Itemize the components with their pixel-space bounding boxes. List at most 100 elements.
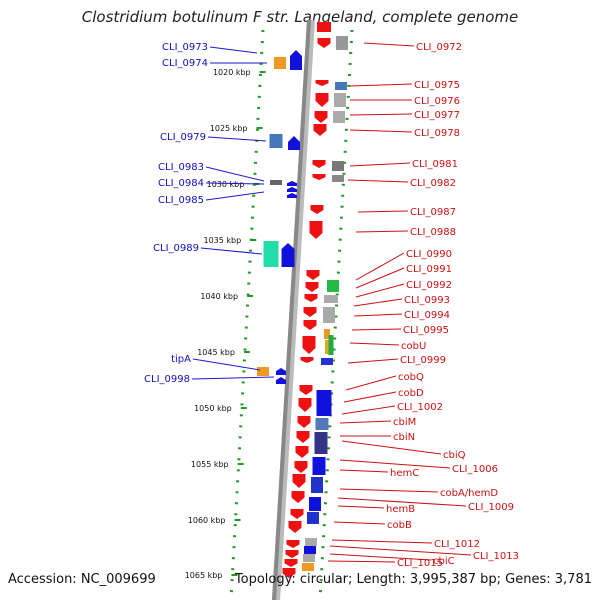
gene-label: CLI_0993 — [404, 295, 450, 306]
callout-line — [205, 191, 265, 201]
gene-label: cobB — [387, 520, 412, 531]
callout-line — [327, 560, 396, 563]
gene-feature — [290, 50, 302, 70]
gene-label: CLI_0978 — [414, 128, 460, 139]
gene-label: CLI_0977 — [414, 110, 460, 121]
gene-feature — [285, 550, 299, 558]
gene-feature — [295, 446, 309, 458]
tick-label: 1060 kbp — [188, 516, 226, 525]
gene-feature — [310, 205, 324, 214]
gene-feature — [296, 431, 310, 443]
gene-feature — [284, 559, 298, 567]
gene-feature — [332, 161, 344, 171]
gene-feature — [315, 418, 329, 430]
gene-label: CLI_0976 — [414, 96, 460, 107]
callout-line — [355, 283, 405, 298]
gene-label: CLI_0975 — [414, 80, 460, 91]
gene-label: CLI_0994 — [404, 310, 450, 321]
callout-line — [339, 469, 389, 473]
gene-feature — [324, 295, 338, 303]
gene-label: cobD — [398, 388, 424, 399]
gene-label: CLI_0989 — [153, 243, 199, 254]
gene-feature — [323, 307, 335, 323]
tick-label: 1035 kbp — [204, 236, 242, 245]
gene-feature — [303, 320, 317, 330]
gene-feature — [274, 57, 286, 69]
callout-line — [329, 545, 472, 556]
callout-line — [349, 83, 413, 87]
gene-feature — [334, 93, 346, 107]
genome-stats: Topology: circular; Length: 3,995,387 bp… — [234, 572, 592, 587]
gene-feature — [327, 280, 339, 292]
gene-feature — [304, 546, 316, 554]
gene-feature — [309, 497, 321, 511]
callout-line — [191, 376, 275, 380]
tick-label: 1030 kbp — [207, 180, 245, 189]
gene-label: CLI_0987 — [410, 207, 456, 218]
gene-feature — [298, 398, 312, 412]
gene-label: CLI_0982 — [410, 178, 456, 189]
callout-line — [339, 488, 439, 493]
gene-feature — [276, 377, 286, 384]
gene-feature — [287, 181, 297, 186]
gene-label: CLI_0991 — [406, 264, 452, 275]
gene-feature — [276, 368, 286, 375]
gene-label: CLI_0983 — [158, 162, 204, 173]
gene-feature — [314, 432, 328, 454]
callout-line — [200, 247, 263, 255]
map-title: Clostridium botulinum F str. Langeland, … — [81, 8, 519, 26]
gene-feature — [257, 367, 269, 376]
gene-feature — [315, 93, 329, 107]
gene-feature — [312, 174, 326, 180]
gene-feature — [263, 241, 279, 267]
gene-feature — [299, 385, 313, 395]
gene-feature — [269, 134, 283, 148]
callout-line — [349, 162, 411, 167]
gene-feature — [317, 38, 331, 48]
gene-feature — [270, 180, 282, 185]
tick-label: 1045 kbp — [197, 348, 235, 357]
callout-line — [329, 553, 432, 561]
callout-line — [355, 267, 405, 289]
callout-line — [351, 328, 402, 331]
tick-label: 1020 kbp — [213, 68, 251, 77]
gene-label: cbiQ — [443, 450, 466, 461]
callout-line — [353, 313, 403, 317]
accession-label: Accession: NC_009699 — [8, 572, 156, 587]
gene-feature — [307, 512, 319, 524]
gene-label: CLI_0981 — [412, 159, 458, 170]
gene-feature — [292, 474, 306, 488]
gene-label: CLI_0984 — [158, 178, 204, 189]
gene-label: CLI_0988 — [410, 227, 456, 238]
gene-label: CLI_1002 — [397, 402, 443, 413]
gene-label: CLI_1012 — [434, 539, 480, 550]
gene-feature — [314, 111, 328, 123]
tick-label: 1040 kbp — [200, 292, 238, 301]
callout-line — [207, 136, 267, 142]
gene-feature — [305, 282, 319, 292]
backbone — [272, 19, 315, 600]
gene-label: CLI_0972 — [416, 42, 462, 53]
gene-callouts: CLI_0973 CLI_0974 CLI_0979 CLI_0983 CLI_0984… — [144, 42, 519, 569]
callout-line — [337, 497, 467, 507]
tick-label: 1050 kbp — [194, 404, 232, 413]
gene-feature — [287, 193, 297, 198]
gene-label: hemB — [386, 504, 415, 515]
gene-label: CLI_0985 — [158, 195, 204, 206]
callout-line — [205, 182, 265, 185]
gene-label: tipA — [171, 354, 191, 365]
gene-label: CLI_0974 — [162, 58, 208, 69]
gene-feature — [281, 243, 295, 267]
tick-label: 1025 kbp — [210, 124, 248, 133]
gene-feature — [303, 554, 315, 562]
callout-line — [347, 358, 399, 364]
gene-label: CLI_0995 — [403, 325, 449, 336]
gene-label: CLI_1009 — [468, 502, 514, 513]
gene-label: CLI_0973 — [162, 42, 208, 53]
gene-feature — [333, 111, 345, 123]
callout-line — [341, 405, 396, 415]
callout-line — [355, 252, 405, 281]
gene-feature — [336, 36, 348, 50]
gene-feature — [309, 221, 323, 239]
